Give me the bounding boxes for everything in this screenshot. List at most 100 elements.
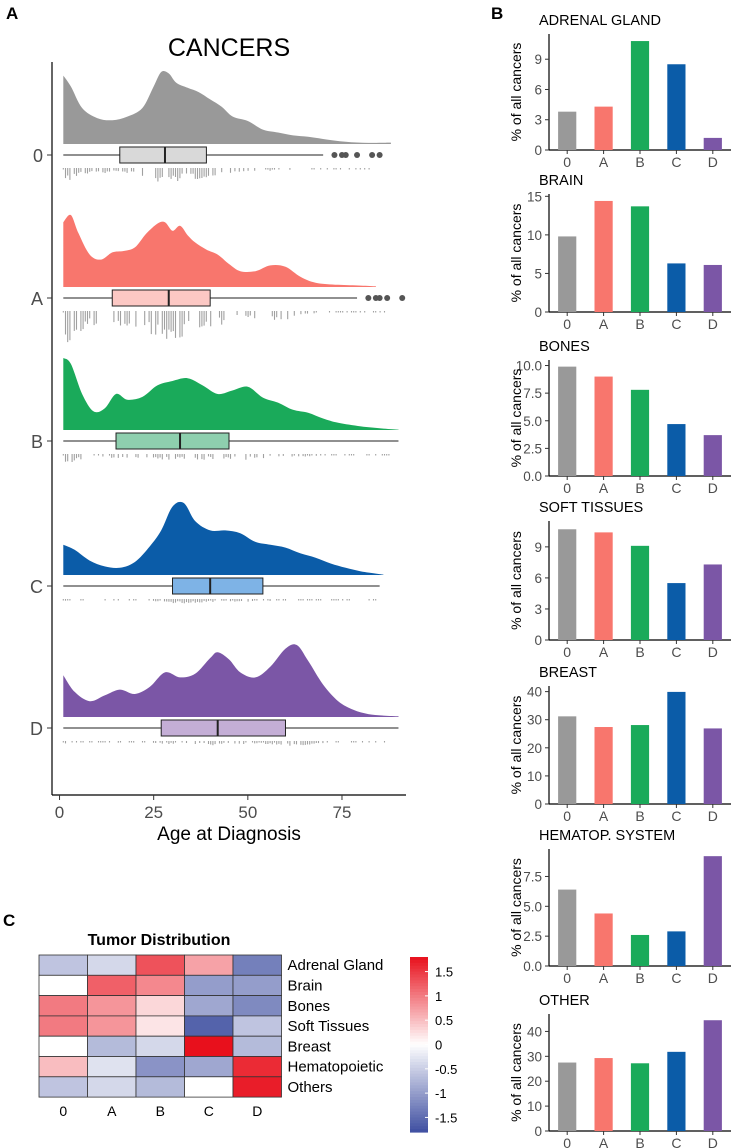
bar-B <box>630 725 650 804</box>
colorbar-segment <box>410 1003 428 1008</box>
bar-y-tick-label: 2.5 <box>523 441 542 456</box>
colorbar-segment <box>410 1123 428 1127</box>
bar-y-axis-label: % of all cancers <box>508 1023 524 1122</box>
bar-0 <box>558 236 577 312</box>
colorbar-segment <box>410 1053 428 1057</box>
bar-D <box>703 564 722 640</box>
bar-B <box>630 389 650 476</box>
bar-y-tick-label: 7.5 <box>523 386 542 401</box>
density-0 <box>63 70 391 144</box>
colorbar-segment <box>410 1094 428 1098</box>
colorbar-segment <box>410 1032 428 1037</box>
bar-y-tick-label: 15 <box>527 189 542 204</box>
heatmap-cell <box>38 1035 88 1057</box>
raincloud-chart: CANCERS 0 25 50 75 Age at Diagnosis 0 A B C D <box>30 34 406 845</box>
heatmap-cell <box>87 1076 137 1098</box>
bar-C <box>667 583 686 640</box>
colorbar-segment <box>410 1073 428 1078</box>
bar-D <box>703 435 722 476</box>
colorbar-segment <box>410 1024 428 1028</box>
bar-y-tick-label: 20 <box>527 1074 542 1089</box>
density-B <box>63 358 399 430</box>
colorbar-tick-label: 1.5 <box>435 965 453 980</box>
colorbar-segment <box>410 1006 428 1011</box>
bar-x-tick-label: A <box>599 154 609 170</box>
bar-x-tick-label: C <box>671 970 681 986</box>
colorbar-segment <box>410 1114 428 1119</box>
outlier-0 <box>369 152 376 158</box>
density-D <box>63 644 399 717</box>
bar-x-tick-label: 0 <box>563 970 571 986</box>
bar-chart-1: ADRENAL GLAND 0 3 6 9 0 A B C D % of all cancers <box>508 13 731 170</box>
bar-chart-title: SOFT TISSUES <box>539 500 643 516</box>
bar-x-tick-label: B <box>635 644 644 660</box>
colorbar-segment <box>410 986 428 990</box>
heatmap-cell <box>135 995 185 1017</box>
colorbar-segment <box>410 1047 428 1051</box>
heatmap-cell <box>135 1035 185 1057</box>
bar-x-tick-label: 0 <box>563 154 571 170</box>
colorbar-segment <box>410 971 428 976</box>
colorbar-segment <box>410 992 428 996</box>
bar-C <box>667 424 686 476</box>
bar-x-tick-label: B <box>635 316 644 332</box>
bar-C <box>667 691 686 804</box>
bar-chart-title: HEMATOP. SYSTEM <box>539 828 675 844</box>
bar-y-axis-label: % of all cancers <box>508 43 524 142</box>
heatmap-cell <box>135 1056 185 1078</box>
bar-0 <box>558 529 577 640</box>
outlier-A <box>365 295 372 301</box>
bar-D <box>703 728 722 804</box>
bar-D <box>703 1020 722 1131</box>
colorbar-segment <box>410 1070 428 1075</box>
bar-y-tick-label: 20 <box>527 741 542 756</box>
bar-x-tick-label: B <box>635 970 644 986</box>
box-C <box>172 577 264 595</box>
colorbar-segment <box>410 962 428 967</box>
y-tick-label: D <box>30 719 43 739</box>
bar-x-tick-label: D <box>708 644 718 660</box>
bar-y-tick-label: 30 <box>527 713 542 728</box>
colorbar-segment <box>410 1111 428 1116</box>
bar-x-tick-label: C <box>671 808 681 824</box>
bar-chart-4: SOFT TISSUES 0 3 6 9 0 A B C D % of all cancers <box>508 500 731 660</box>
outlier-0 <box>331 152 338 158</box>
heatmap-cell <box>184 1056 234 1078</box>
panel-label-b: B <box>491 4 503 23</box>
bar-A <box>594 106 613 150</box>
bar-chart-6: HEMATOP. SYSTEM 0.0 2.5 5.0 7.5 0 A B C D % of all… <box>508 828 731 986</box>
bar-A <box>594 376 613 476</box>
bar-x-tick-label: C <box>671 316 681 332</box>
outlier-A <box>376 295 383 301</box>
x-tick-label: 0 <box>55 803 64 822</box>
heatmap-col-label: B <box>156 1103 165 1119</box>
colorbar-segment <box>410 1108 428 1113</box>
x-axis-label: Age at Diagnosis <box>157 824 301 845</box>
heatmap-cell <box>135 974 185 996</box>
colorbar-segment <box>410 965 428 970</box>
bar-x-tick-label: D <box>708 316 718 332</box>
bar-y-tick-label: 5 <box>534 266 542 281</box>
heatmap-cell <box>232 1035 282 1057</box>
colorbar-segment <box>410 1102 428 1107</box>
colorbar-segment <box>410 1082 428 1086</box>
bar-y-tick-label: 40 <box>527 685 542 700</box>
density-A <box>63 214 376 287</box>
bar-D <box>703 856 722 966</box>
bar-chart-title: BRAIN <box>539 173 583 189</box>
colorbar-segment <box>410 1076 428 1081</box>
colorbar-tick-label: -0.5 <box>435 1062 457 1077</box>
colorbar-tick-label: -1.5 <box>435 1110 457 1125</box>
colorbar-segment <box>410 1000 428 1005</box>
heatmap-cell <box>38 1056 88 1078</box>
bar-y-tick-label: 0 <box>534 797 542 812</box>
heatmap-cell <box>38 954 88 976</box>
heatmap-cell <box>184 954 234 976</box>
colorbar-segment <box>410 1099 428 1104</box>
heatmap-chart: Tumor Distribution Adrenal Gland Brain Bone… <box>38 932 457 1133</box>
heatmap-cell <box>232 974 282 996</box>
y-tick-label: A <box>31 289 43 309</box>
bar-x-tick-label: C <box>671 644 681 660</box>
bar-x-tick-label: 0 <box>563 480 571 496</box>
heatmap-cell <box>38 995 88 1017</box>
